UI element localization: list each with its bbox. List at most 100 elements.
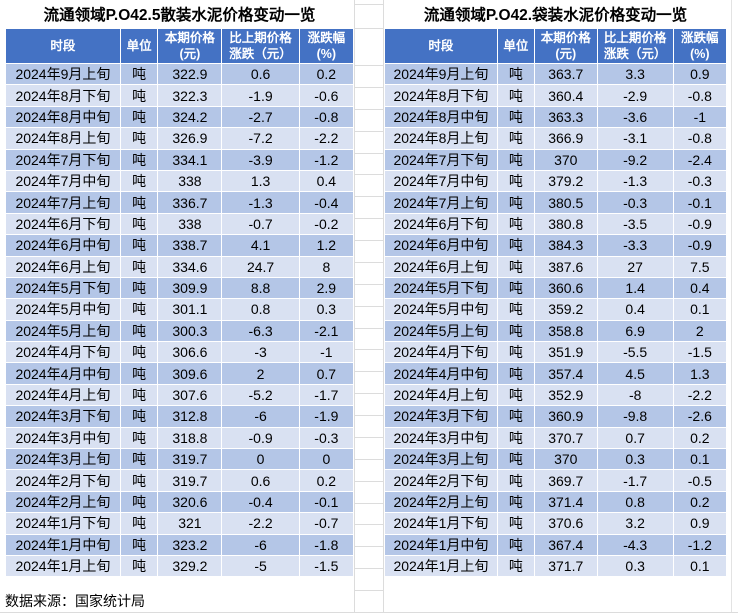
table-cell: 吨 — [496, 426, 535, 450]
table-cell: 0.1 — [672, 298, 728, 321]
table-row: 2024年6月中旬吨 384.3 -3.3 -0.9 — [384, 234, 728, 257]
table-cell: 326.9 — [157, 127, 223, 150]
table-cell: 0.1 — [672, 554, 728, 578]
table-cell: 363.3 — [533, 105, 598, 129]
table-cell: 324.2 — [157, 105, 223, 129]
table-cell: 380.8 — [533, 212, 598, 236]
table-cell: 吨 — [496, 127, 535, 150]
table-cell: 0.4 — [298, 169, 355, 193]
table-cell: 0.7 — [596, 426, 674, 450]
table-row: 2024年9月上旬吨 363.7 3.3 0.9 — [384, 62, 728, 86]
table-row: 2024年6月上旬吨 387.6 27 7.5 — [384, 255, 728, 278]
gridline — [355, 524, 383, 526]
table-cell: 2024年2月下旬 — [5, 469, 121, 492]
price-table-bulk: 时段 单位 本期价格 (元) 比上期价格 涨跌（元） 涨跌幅 (%) 2024年9月上旬吨 32… — [5, 28, 355, 578]
table-cell: 320.6 — [157, 490, 223, 514]
table-cell: 2024年3月上旬 — [5, 448, 121, 471]
table-cell: 吨 — [496, 533, 535, 556]
table-cell: 吨 — [496, 276, 535, 300]
table-row: 2024年8月下旬吨 360.4 -2.9 -0.8 — [384, 84, 728, 107]
gridline — [355, 502, 383, 504]
table-cell: 吨 — [496, 405, 535, 428]
gridline — [355, 218, 383, 220]
table-cell: 370.7 — [533, 426, 598, 450]
table-cell: 吨 — [496, 255, 535, 278]
table-cell: 0.7 — [298, 362, 355, 385]
table-cell: 吨 — [119, 554, 159, 578]
gridline — [0, 612, 738, 613]
table-cell: -0.3 — [596, 191, 674, 214]
table-cell: -1.2 — [672, 533, 728, 556]
table-cell: -0.7 — [298, 512, 355, 535]
table-cell: 吨 — [119, 84, 159, 107]
table-cell: -6 — [221, 533, 300, 556]
table-cell: -0.1 — [298, 490, 355, 514]
table-row: 2024年1月上旬吨 329.2 -5 -1.5 — [5, 554, 355, 578]
table-cell: 2024年5月下旬 — [5, 276, 121, 300]
table-cell: 0 — [221, 448, 300, 471]
table-cell: 吨 — [119, 426, 159, 450]
table-cell: 351.9 — [533, 341, 598, 364]
table-title-bulk: 流通领域P.O42.5散装水泥价格变动一览 — [43, 7, 316, 24]
table-cell: 379.2 — [533, 169, 598, 193]
table-header: 时段 单位 本期价格 (元) 比上期价格 涨跌（元） 涨跌幅 (%) — [384, 28, 728, 64]
table-cell: 371.4 — [533, 490, 598, 514]
table-cell: 2024年9月上旬 — [384, 62, 498, 86]
table-cell: 吨 — [496, 234, 535, 257]
table-row: 2024年3月上旬吨 370 0.3 0.1 — [384, 448, 728, 471]
table-cell: 2024年8月上旬 — [384, 127, 498, 150]
table-cell: 2024年8月中旬 — [5, 105, 121, 129]
table-cell: -0.8 — [672, 84, 728, 107]
table-cell: -8 — [596, 383, 674, 407]
data-source-note: 数据来源：国家统计局 — [5, 593, 145, 609]
table-row: 2024年8月下旬吨 322.3 -1.9 -0.6 — [5, 84, 355, 107]
gridline — [355, 196, 383, 198]
table-cell: 2 — [672, 319, 728, 343]
table-cell: -0.9 — [221, 426, 300, 450]
table-cell: 0.2 — [298, 469, 355, 492]
table-cell: 338.7 — [157, 234, 223, 257]
table-cell: 2024年6月中旬 — [5, 234, 121, 257]
table-header: 时段 单位 本期价格 (元) 比上期价格 涨跌（元） 涨跌幅 (%) — [5, 28, 355, 64]
table-cell: 2024年5月上旬 — [384, 319, 498, 343]
table-cell: 2024年5月上旬 — [5, 319, 121, 343]
table-cell: 369.7 — [533, 469, 598, 492]
table-cell: 370 — [533, 448, 598, 471]
table-cell: -0.4 — [221, 490, 300, 514]
table-cell: 4.5 — [596, 362, 674, 385]
table-row: 2024年4月中旬吨 357.4 4.5 1.3 — [384, 362, 728, 385]
gridline — [355, 458, 383, 460]
column-header: 单位 — [496, 28, 535, 64]
table-cell: -2.7 — [221, 105, 300, 129]
gridline — [355, 86, 383, 88]
table-cell: 2024年4月上旬 — [384, 383, 498, 407]
table-row: 2024年4月上旬吨 307.6 -5.2 -1.7 — [5, 383, 355, 407]
column-header: 单位 — [119, 28, 159, 64]
table-cell: 312.8 — [157, 405, 223, 428]
table-cell: 338 — [157, 212, 223, 236]
table-cell: -0.8 — [672, 127, 728, 150]
table-cell: -5.5 — [596, 341, 674, 364]
table-cell: -9.2 — [596, 148, 674, 171]
table-cell: 吨 — [496, 84, 535, 107]
table-cell: 370 — [533, 148, 598, 171]
table-cell: 0.2 — [298, 62, 355, 86]
table-cell: 357.4 — [533, 362, 598, 385]
table-row: 2024年4月下旬吨 306.6 -3 -1 — [5, 341, 355, 364]
table-cell: 2024年2月下旬 — [384, 469, 498, 492]
table-cell: 2024年4月中旬 — [5, 362, 121, 385]
table-cell: -1 — [298, 341, 355, 364]
table-cell: 吨 — [119, 212, 159, 236]
table-row: 2024年3月中旬吨 318.8 -0.9 -0.3 — [5, 426, 355, 450]
table-cell: 24.7 — [221, 255, 300, 278]
table-cell: 319.7 — [157, 448, 223, 471]
table-cell: -0.5 — [672, 469, 728, 492]
table-cell: 吨 — [496, 105, 535, 129]
table-cell: -0.3 — [298, 426, 355, 450]
table-cell: 360.4 — [533, 84, 598, 107]
table-cell: 吨 — [496, 319, 535, 343]
table-cell: -2.2 — [298, 127, 355, 150]
table-cell: 2024年6月上旬 — [384, 255, 498, 278]
table-cell: 吨 — [496, 148, 535, 171]
table-row: 2024年4月上旬吨 352.9 -8 -2.2 — [384, 383, 728, 407]
